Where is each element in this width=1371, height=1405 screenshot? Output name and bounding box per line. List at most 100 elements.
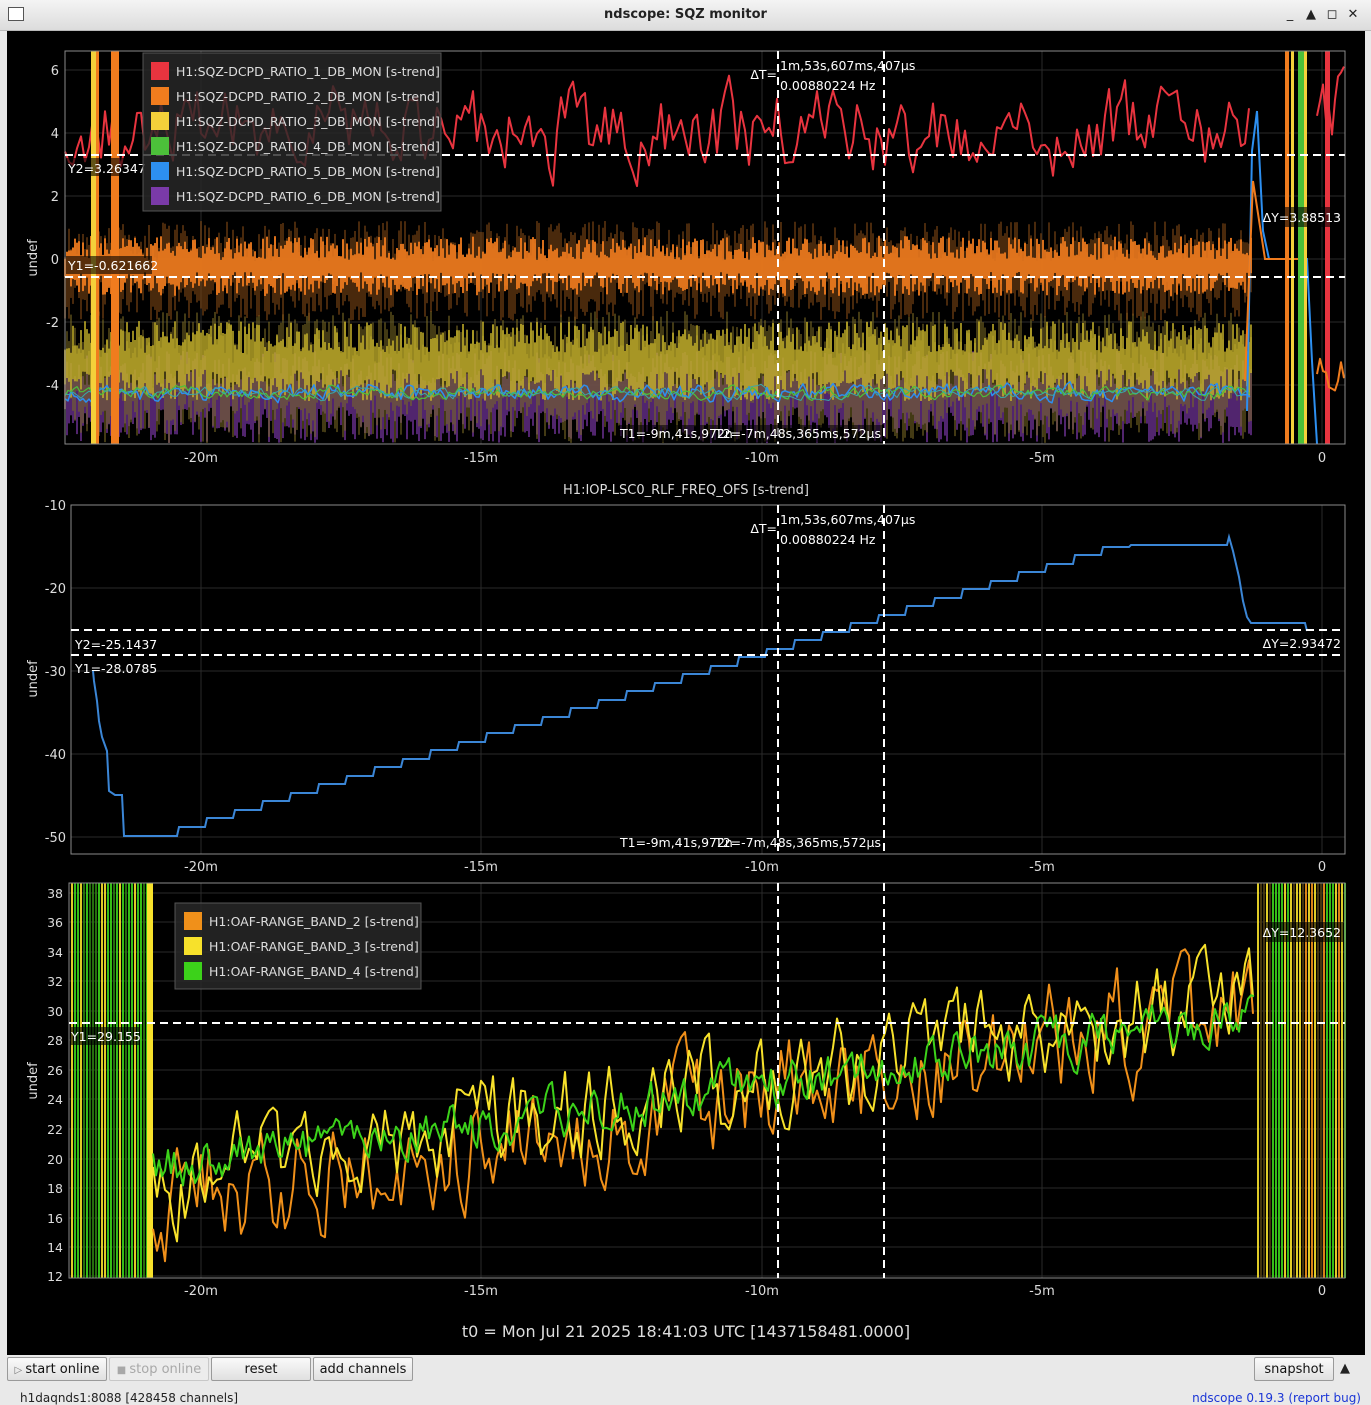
p2-xtick: -5m: [1029, 860, 1055, 875]
t0-label: t0 = Mon Jul 21 2025 18:41:03 UTC [14371…: [462, 1322, 910, 1341]
p2-ytick: -30: [45, 665, 66, 680]
legend-item[interactable]: H1:SQZ-DCPD_RATIO_3_DB_MON [s-trend]: [176, 114, 440, 129]
p3-ytick: 38: [47, 886, 63, 901]
p3-ytick: 32: [47, 974, 63, 989]
p3-ytick: 26: [47, 1063, 63, 1078]
p2-ylabel: undef: [26, 660, 41, 698]
p3-ylabel: undef: [26, 1062, 41, 1100]
legend-item[interactable]: H1:SQZ-DCPD_RATIO_4_DB_MON [s-trend]: [176, 139, 440, 154]
legend-item[interactable]: H1:OAF-RANGE_BAND_2 [s-trend]: [209, 914, 419, 929]
p3-dy-label: ΔY=12.3652: [1263, 925, 1341, 940]
p2-ytick: -40: [45, 748, 66, 763]
p3-ytick: 18: [47, 1181, 63, 1196]
legend-item[interactable]: H1:OAF-RANGE_BAND_3 [s-trend]: [209, 939, 419, 954]
p3-xtick: -20m: [184, 1284, 218, 1299]
stop-icon: ■: [116, 1365, 130, 1376]
start-online-button[interactable]: ▷ start online: [7, 1357, 107, 1381]
p3-ytick: 36: [47, 915, 63, 930]
window-title: ndscope: SQZ monitor: [604, 7, 767, 22]
p2-freq-label: 0.00880224 Hz: [780, 532, 876, 547]
plot-3-frame: [68, 882, 1346, 1279]
p2-xtick: 0: [1318, 860, 1326, 875]
p2-trace: [92, 533, 1308, 837]
p1-y1-label: Y1=-0.621662: [67, 258, 158, 273]
maximize-button[interactable]: ▲: [1306, 7, 1316, 22]
legend-item[interactable]: H1:SQZ-DCPD_RATIO_5_DB_MON [s-trend]: [176, 164, 440, 179]
p2-y1-label: Y1=-28.0785: [74, 661, 157, 676]
p3-ytick: 16: [47, 1211, 63, 1226]
p2-xtick: -15m: [464, 860, 498, 875]
p1-ytick: 6: [51, 64, 59, 79]
p3-ytick: 34: [47, 945, 63, 960]
legend-swatch: [151, 87, 169, 105]
p3-ytick: 14: [47, 1240, 63, 1255]
p2-dt-label: ΔT=: [750, 521, 777, 536]
p1-xtick: -5m: [1029, 451, 1055, 466]
p1-y2-label: Y2=3.26347: [67, 161, 146, 176]
p1-t2-label: T2=-7m,48s,365ms,572μs: [714, 426, 881, 441]
legend-swatch: [184, 962, 202, 980]
bottom-toolbar: ▷ start online ■ stop online reset add c…: [0, 1355, 1371, 1405]
p1-freq-label: 0.00880224 Hz: [780, 78, 876, 93]
p3-xtick: 0: [1318, 1284, 1326, 1299]
legend-item[interactable]: H1:SQZ-DCPD_RATIO_1_DB_MON [s-trend]: [176, 64, 440, 79]
legend-swatch: [184, 937, 202, 955]
p1-ylabel: undef: [26, 239, 41, 277]
reset-button[interactable]: reset: [211, 1357, 311, 1381]
p3-xtick: -5m: [1029, 1284, 1055, 1299]
p1-ytick: 0: [51, 253, 59, 268]
collapse-arrow-icon[interactable]: ▲: [1340, 1361, 1350, 1376]
plot-3-traces: [71, 883, 1346, 1278]
p1-ytick: -4: [46, 379, 59, 394]
version-link[interactable]: ndscope 0.19.3 (report bug): [1192, 1391, 1361, 1405]
legend-swatch: [151, 162, 169, 180]
p2-dt-value: 1m,53s,607ms,407μs: [780, 512, 915, 527]
p2-ytick: -50: [45, 831, 66, 846]
add-channels-button[interactable]: add channels: [313, 1357, 413, 1381]
p3-legend[interactable]: H1:OAF-RANGE_BAND_2 [s-trend] H1:OAF-RAN…: [174, 902, 422, 990]
p3-yticks: 38 36 34 32 30 28 26 24 22 20 18 16 14 1…: [47, 886, 63, 1284]
p1-dt-label: ΔT=: [750, 67, 777, 82]
legend-item[interactable]: H1:OAF-RANGE_BAND_4 [s-trend]: [209, 964, 419, 979]
plot-1[interactable]: 6 4 2 0 -2 -4 undef -20m -15m -10m -5m 0…: [26, 50, 1346, 466]
plot-3-grid: [69, 883, 1345, 1278]
plot-1-frame: [64, 50, 1346, 445]
plot-3[interactable]: 38 36 34 32 30 28 26 24 22 20 18 16 14 1…: [26, 882, 1346, 1299]
plot-area[interactable]: 6 4 2 0 -2 -4 undef -20m -15m -10m -5m 0…: [7, 31, 1365, 1355]
snapshot-button[interactable]: snapshot: [1254, 1357, 1334, 1381]
server-status: h1daqnds1:8088 [428458 channels]: [20, 1391, 239, 1405]
p2-ytick: -20: [45, 582, 66, 597]
minimize-button[interactable]: _: [1286, 7, 1294, 22]
plot-2-viewbox[interactable]: [71, 505, 1345, 854]
window-icon: [8, 7, 24, 21]
restore-button[interactable]: ◻: [1326, 7, 1338, 22]
close-button[interactable]: ✕: [1347, 7, 1359, 22]
p3-ytick: 28: [47, 1033, 63, 1048]
legend-swatch: [151, 112, 169, 130]
p3-xtick: -15m: [464, 1284, 498, 1299]
legend-item[interactable]: H1:SQZ-DCPD_RATIO_2_DB_MON [s-trend]: [176, 89, 440, 104]
p3-ytick: 12: [47, 1269, 63, 1284]
legend-swatch: [151, 187, 169, 205]
plot-1-traces: [64, 51, 1345, 445]
p3-ytick: 22: [47, 1122, 63, 1137]
p3-ytick: 20: [47, 1152, 63, 1167]
p2-dy-label: ΔY=2.93472: [1263, 636, 1341, 651]
p2-xtick: -10m: [745, 860, 779, 875]
plots-canvas[interactable]: 6 4 2 0 -2 -4 undef -20m -15m -10m -5m 0…: [7, 31, 1365, 1355]
p2-ytick: -10: [45, 499, 66, 514]
play-icon: ▷: [14, 1365, 26, 1376]
p1-xtick: -15m: [464, 451, 498, 466]
p2-xtick: -20m: [184, 860, 218, 875]
legend-item[interactable]: H1:SQZ-DCPD_RATIO_6_DB_MON [s-trend]: [176, 189, 440, 204]
plot-2[interactable]: H1:IOP-LSC0_RLF_FREQ_OFS [s-trend] -10 -…: [26, 483, 1346, 875]
p3-ytick: 24: [47, 1092, 63, 1107]
stop-online-button[interactable]: ■ stop online: [109, 1357, 209, 1381]
plot-2-frame: [70, 504, 1346, 855]
p1-ytick: -2: [46, 316, 59, 331]
p3-ytick: 30: [47, 1004, 63, 1019]
start-online-label: start online: [25, 1362, 100, 1377]
p1-xtick: 0: [1318, 451, 1326, 466]
legend-swatch: [184, 912, 202, 930]
p1-legend[interactable]: H1:SQZ-DCPD_RATIO_1_DB_MON [s-trend] H1:…: [142, 52, 442, 212]
